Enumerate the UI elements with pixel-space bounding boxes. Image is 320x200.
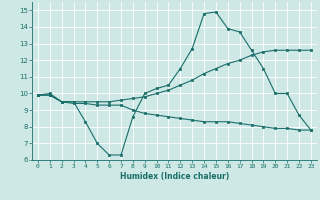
X-axis label: Humidex (Indice chaleur): Humidex (Indice chaleur) bbox=[120, 172, 229, 181]
